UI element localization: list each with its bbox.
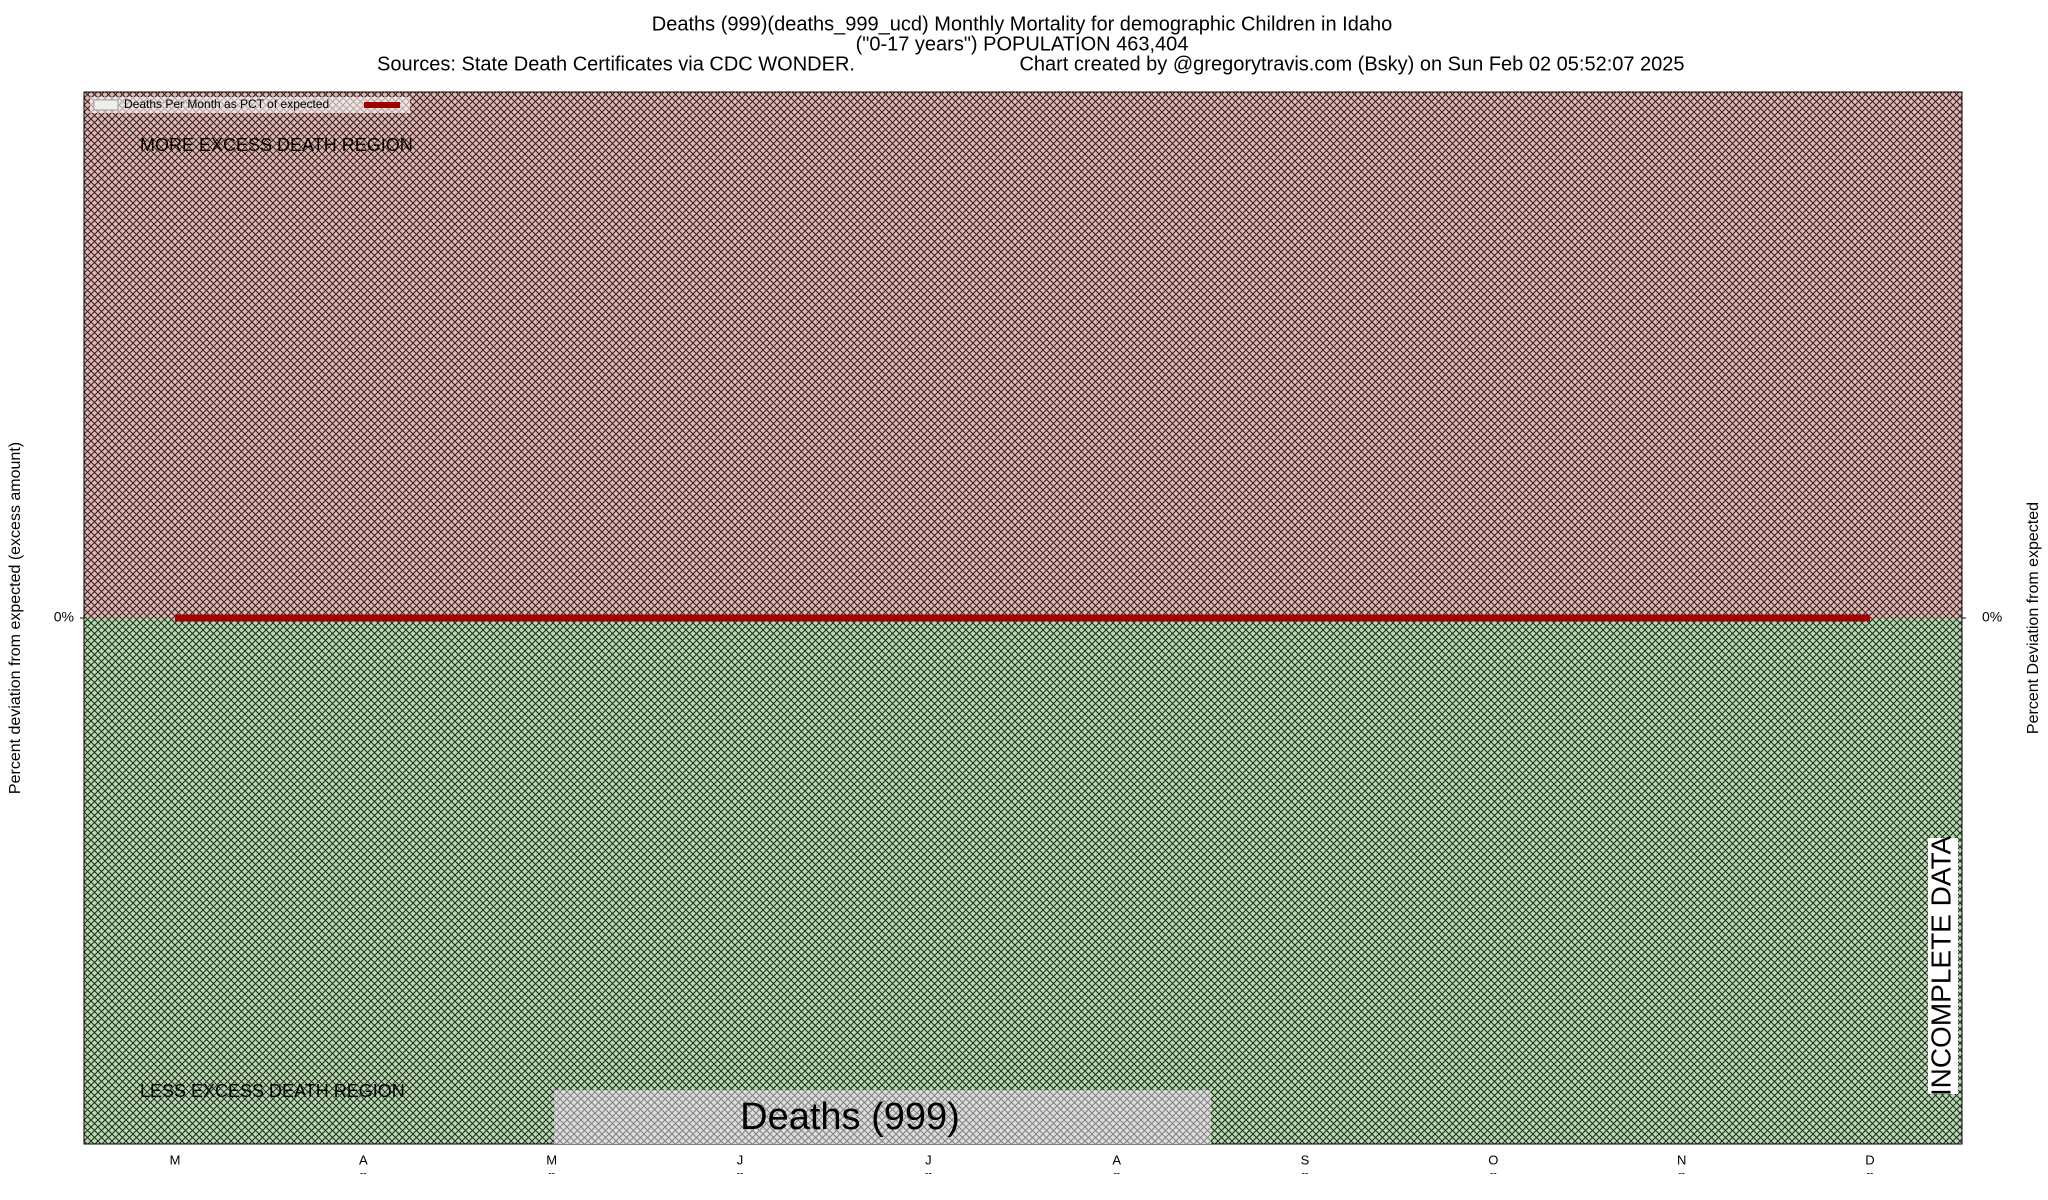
legend-swatch xyxy=(93,99,119,111)
x-tick-label: A xyxy=(1112,1152,1121,1167)
lower-region-hatch xyxy=(84,618,1962,1144)
x-tick-label: J xyxy=(737,1152,744,1167)
x-tick-sublabel: -- xyxy=(360,1169,367,1180)
x-tick-label: D xyxy=(1865,1152,1874,1167)
x-tick-label: S xyxy=(1301,1152,1310,1167)
x-tick-sublabel: -- xyxy=(548,1169,555,1180)
y-tick-label: 0% xyxy=(54,609,74,625)
chart-title: Deaths (999)(deaths_999_ucd) Monthly Mor… xyxy=(652,13,1392,35)
x-tick-sublabel: -- xyxy=(925,1169,932,1180)
y-axis-label: Percent deviation from expected (excess … xyxy=(7,442,24,794)
x-tick-label: J xyxy=(925,1152,932,1167)
x-tick-sublabel: -- xyxy=(1302,1169,1309,1180)
y2-axis-label: Percent Deviation from expected xyxy=(2025,502,2042,734)
legend-box xyxy=(90,97,410,113)
source: Sources: State Death Certificates via CD… xyxy=(377,53,855,75)
upper-region-hatch xyxy=(84,92,1962,618)
credit: Chart created by @gregorytravis.com (Bsk… xyxy=(1019,53,1684,75)
region-label: MORE EXCESS DEATH REGION xyxy=(140,135,413,155)
legend-label: Deaths Per Month as PCT of expected xyxy=(124,97,329,111)
side-label: INCOMPLETE DATA xyxy=(1925,836,1956,1097)
x-tick-sublabel: -- xyxy=(737,1169,744,1180)
x-tick-sublabel: -- xyxy=(1113,1169,1120,1180)
center-label: Deaths (999) xyxy=(740,1096,960,1138)
region-label: LESS EXCESS DEATH REGION xyxy=(140,1081,405,1101)
y2-tick-label: 0% xyxy=(1982,609,2002,625)
x-tick-label: O xyxy=(1488,1152,1498,1167)
x-tick-sublabel: -- xyxy=(1678,1169,1685,1180)
center-box-hatch xyxy=(554,1090,1211,1144)
chart-subtitle: ("0-17 years") POPULATION 463,404 xyxy=(856,33,1189,55)
x-tick-label: M xyxy=(546,1152,557,1167)
x-tick-label: M xyxy=(170,1152,181,1167)
side-box xyxy=(1928,838,1958,1094)
x-tick-sublabel: -- xyxy=(1490,1169,1497,1180)
x-tick-sublabel: -- xyxy=(1867,1169,1874,1180)
x-tick-label: A xyxy=(359,1152,368,1167)
x-tick-label: N xyxy=(1677,1152,1686,1167)
